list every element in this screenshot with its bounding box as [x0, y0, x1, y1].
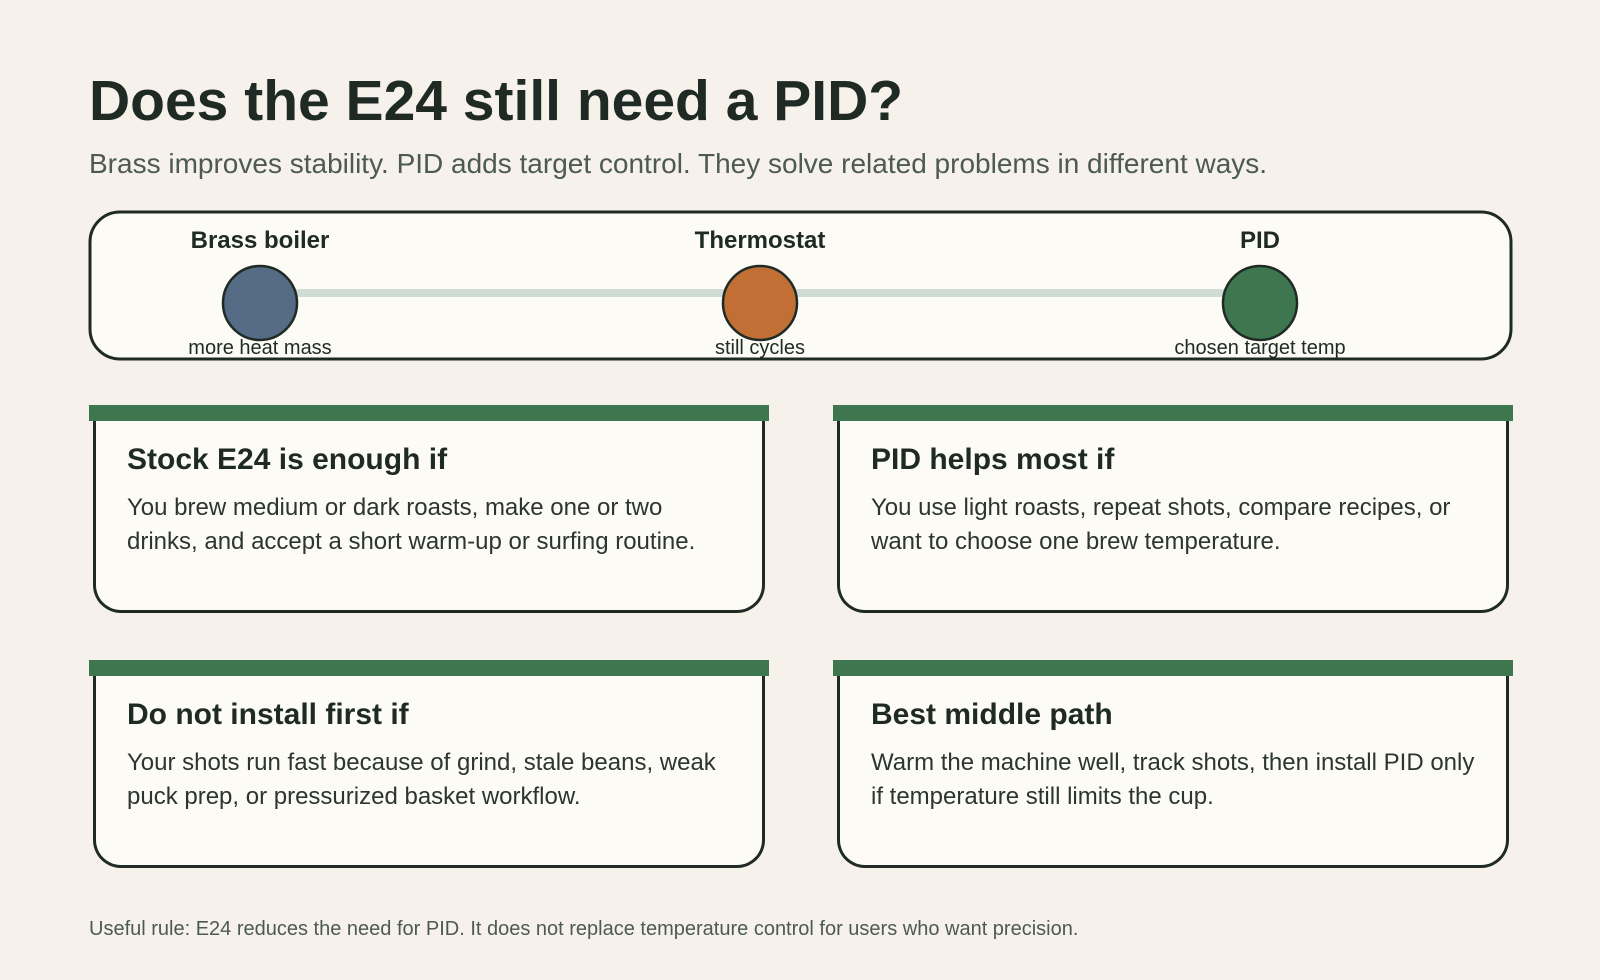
- card-accent: [89, 660, 769, 676]
- node: [1221, 264, 1299, 342]
- node-caption: chosen target temp: [1174, 337, 1345, 359]
- card-text: You use light roasts, repeat shots, comp…: [871, 494, 1451, 555]
- node: [221, 264, 299, 342]
- card: Stock E24 is enough if You brew medium or…: [93, 421, 765, 613]
- node: [721, 264, 799, 342]
- title: Does the E24 still need a PID?: [89, 69, 904, 133]
- card-accent: [833, 405, 1513, 421]
- card-title: Do not install first if: [127, 698, 409, 731]
- card: PID helps most if You use light roasts, r…: [837, 421, 1509, 613]
- card-accent: [89, 405, 769, 421]
- card-title: Best middle path: [871, 698, 1113, 731]
- subtitle: Brass improves stability. PID adds targe…: [89, 148, 1268, 179]
- node-label: Brass boiler: [191, 227, 330, 254]
- card-title: PID helps most if: [871, 443, 1115, 476]
- timeline-frame: [88, 210, 1513, 361]
- card-accent: [833, 660, 1513, 676]
- card: Best middle path Warm the machine well, t…: [837, 676, 1509, 868]
- card-title: Stock E24 is enough if: [127, 443, 448, 476]
- card-text: Your shots run fast because of grind, st…: [127, 749, 716, 810]
- node-label: Thermostat: [695, 227, 826, 254]
- card-text: Warm the machine well, track shots, then…: [871, 749, 1475, 810]
- node-caption: more heat mass: [188, 337, 331, 359]
- timeline: Brass boiler more heat mass Thermostat stil…: [88, 210, 1513, 361]
- node-caption: still cycles: [715, 337, 805, 359]
- node-label: PID: [1240, 227, 1280, 254]
- footer: Useful rule: E24 reduces the need for PI…: [89, 918, 1079, 940]
- card-text: You brew medium or dark roasts, make one…: [127, 494, 696, 555]
- card: Do not install first if Your shots run fa…: [93, 676, 765, 868]
